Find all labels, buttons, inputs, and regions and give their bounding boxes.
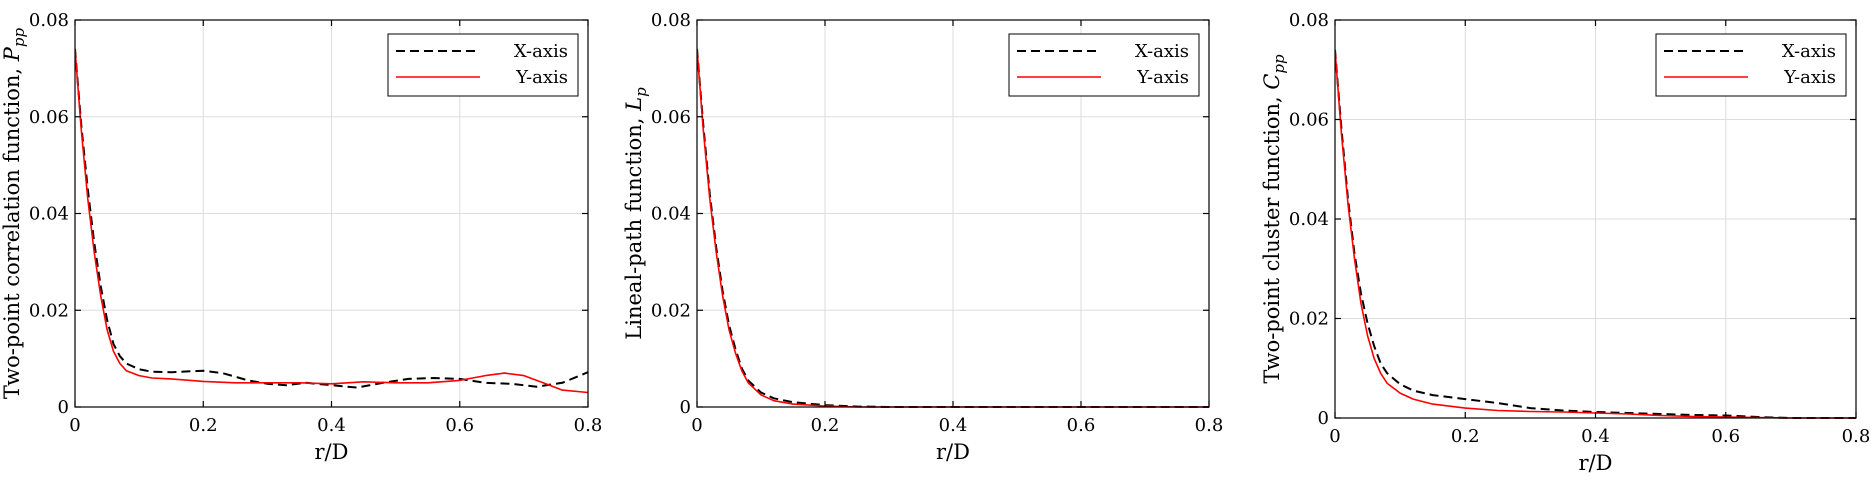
y-tick-label: 0.04 [29, 204, 69, 225]
y-tick-label: 0.02 [1289, 309, 1329, 330]
y-tick-label: 0.02 [29, 300, 69, 321]
x-tick-label: 0.2 [1451, 426, 1480, 447]
legend-box [1655, 33, 1847, 97]
legend-label: X-axis [514, 41, 568, 62]
x-tick-label: 0.8 [1195, 415, 1224, 436]
x-tick-label: 0.4 [1581, 426, 1610, 447]
y-tick-label: 0.06 [29, 107, 69, 128]
legend: X-axis Y-axis [1008, 33, 1200, 97]
legend: X-axis Y-axis [387, 33, 579, 97]
legend-label: X-axis [1782, 41, 1836, 62]
x-tick-label: 0.6 [1711, 426, 1740, 447]
y-axis-label: Lineal-path function, Lp [622, 87, 650, 340]
x-tick-label: 0 [1329, 426, 1340, 447]
x-tick-label: 0.2 [811, 415, 840, 436]
x-tick-label: 0.6 [445, 415, 474, 436]
x-tick-label: 0.4 [317, 415, 346, 436]
x-tick-label: 0.8 [1842, 426, 1871, 447]
x-axis-label: r/D [1579, 451, 1613, 475]
x-tick-label: 0.8 [574, 415, 603, 436]
legend-label: Y-axis [1783, 67, 1836, 88]
y-axis-label: Two-point cluster function, Cpp [1260, 54, 1288, 384]
y-tick-label: 0.06 [1289, 110, 1329, 131]
legend-label: X-axis [1135, 41, 1189, 62]
series-line-x-axis [1335, 49, 1856, 419]
x-tick-label: 0.6 [1067, 415, 1096, 436]
legend: X-axis Y-axis [1655, 33, 1847, 97]
chart-panel-3: 0 0.2 0.4 0.6 0.8 0 0.02 0.04 0.06 0.08 r/D Two-poi… [1260, 10, 1870, 475]
y-tick-label: 0.08 [651, 10, 691, 31]
series-line-y-axis [75, 48, 588, 394]
legend-label: Y-axis [515, 67, 568, 88]
y-tick-label: 0.06 [651, 107, 691, 128]
y-tick-label: 0.04 [1289, 209, 1329, 230]
x-tick-label: 0.2 [189, 415, 218, 436]
legend-label: Y-axis [1136, 67, 1189, 88]
x-tick-label: 0 [691, 415, 702, 436]
y-tick-label: 0 [680, 397, 691, 418]
chart-panel-2: 0 0.2 0.4 0.6 0.8 0 0.02 0.04 0.06 0.08 r/D Lineal-… [622, 10, 1223, 464]
y-tick-label: 0 [1318, 408, 1329, 429]
y-tick-label: 0 [58, 397, 69, 418]
y-tick-label: 0.08 [1289, 10, 1329, 31]
y-tick-label: 0.04 [651, 204, 691, 225]
x-axis-label: r/D [936, 440, 970, 464]
legend-box [387, 33, 579, 97]
x-tick-label: 0.4 [939, 415, 968, 436]
legend-box [1008, 33, 1200, 97]
x-axis-label: r/D [315, 440, 349, 464]
x-tick-label: 0 [69, 415, 80, 436]
y-tick-label: 0.02 [651, 300, 691, 321]
y-axis-label: Two-point correlation function, Ppp [0, 28, 28, 400]
chart-panel-1: 0 0.2 0.4 0.6 0.8 0 0.02 0.04 0.06 0.08 r/D Two-poi… [0, 10, 602, 464]
y-tick-label: 0.08 [29, 10, 69, 31]
series-line-y-axis [1335, 49, 1856, 419]
